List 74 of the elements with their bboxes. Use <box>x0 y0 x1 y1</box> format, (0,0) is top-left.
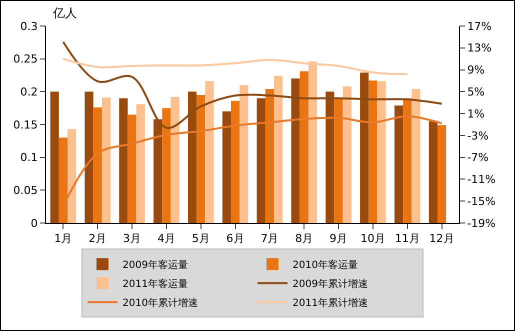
y2-tick-label: 9% <box>467 64 485 77</box>
bar <box>342 86 352 223</box>
bar <box>205 81 214 223</box>
legend-label: 2011年累计增速 <box>292 297 368 310</box>
bar <box>68 129 76 223</box>
y2-tick-label: 5% <box>467 86 485 99</box>
y2-tick-label: -3% <box>467 129 489 142</box>
bar <box>334 98 343 223</box>
legend-label: 2010年累计增速 <box>122 297 198 310</box>
bar <box>196 94 206 223</box>
bar <box>128 114 136 223</box>
y-tick-label: 0.05 <box>13 184 38 198</box>
bar <box>93 107 102 223</box>
bar <box>188 92 197 223</box>
bar <box>84 92 94 223</box>
bar <box>308 61 318 223</box>
bar <box>394 105 404 223</box>
x-tick-label: 4月 <box>157 232 176 246</box>
legend-label: 2011年客运量 <box>122 278 188 290</box>
bar <box>274 76 283 223</box>
y2-tick-label: 13% <box>467 42 492 55</box>
y-tick-label: 0.2 <box>20 86 38 99</box>
bar <box>300 71 308 223</box>
legend-label: 2010年客运量 <box>292 259 358 272</box>
bar <box>154 119 162 223</box>
legend-label: 2009年累计增速 <box>292 278 368 290</box>
x-tick-label: 1月 <box>54 232 72 246</box>
y-axis-title: 亿人 <box>52 6 77 20</box>
bar <box>119 98 128 223</box>
x-tick-label: 6月 <box>226 232 244 246</box>
bar <box>50 92 59 223</box>
x-tick-label: 7月 <box>260 232 279 246</box>
y-tick-label: 0.25 <box>13 52 38 66</box>
bar <box>326 92 334 223</box>
x-tick-label: 5月 <box>192 232 210 246</box>
x-tick-label: 12月 <box>429 232 454 246</box>
bar <box>360 72 369 223</box>
y2-tick-label: -11% <box>467 173 496 186</box>
bar <box>230 100 240 223</box>
bar <box>240 85 248 223</box>
bar <box>291 78 300 223</box>
y-tick-label: 0.3 <box>20 20 38 33</box>
bar <box>102 98 111 223</box>
x-tick-label: 10月 <box>360 232 386 246</box>
bar <box>437 125 446 223</box>
line-series <box>62 115 443 208</box>
bar <box>412 89 420 223</box>
bar <box>256 98 266 223</box>
x-tick-label: 8月 <box>295 232 314 246</box>
y-tick-label: 0.15 <box>13 118 38 132</box>
y2-tick-label: 17% <box>467 20 492 33</box>
x-tick-label: 11月 <box>394 232 420 246</box>
bar <box>222 111 231 223</box>
bar <box>58 138 68 223</box>
line-series <box>62 58 408 76</box>
bar <box>403 98 412 223</box>
bar <box>170 96 180 223</box>
legend-label: 2009年客运量 <box>122 259 188 272</box>
x-tick-label: 3月 <box>123 232 142 246</box>
bar <box>428 121 438 223</box>
y-tick-label: 0 <box>30 216 38 230</box>
y2-tick-label: 1% <box>467 107 485 120</box>
bar <box>377 81 386 223</box>
y2-tick-label: -19% <box>467 216 496 230</box>
bar <box>265 89 274 223</box>
x-tick-label: 2月 <box>88 232 107 246</box>
bar <box>368 80 378 223</box>
y-tick-label: 0.1 <box>20 151 38 164</box>
x-tick-label: 9月 <box>330 232 348 246</box>
y2-tick-label: -15% <box>467 194 496 208</box>
line-series <box>62 40 443 129</box>
bar <box>162 108 171 223</box>
bar <box>136 104 145 223</box>
y2-tick-label: -7% <box>467 151 489 164</box>
